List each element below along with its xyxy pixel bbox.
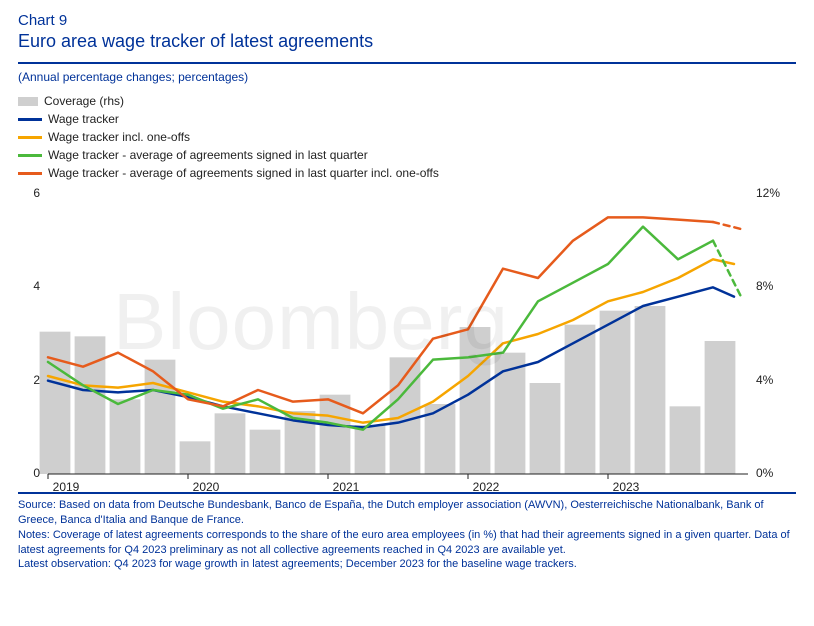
chart-subtitle: (Annual percentage changes; percentages)	[18, 70, 796, 84]
footer-latest: Latest observation: Q4 2023 for wage gro…	[18, 557, 796, 572]
y-right-tick-label: 8%	[756, 279, 773, 293]
footer-notes-text: Notes: Coverage of latest agreements cor…	[18, 528, 796, 558]
legend-item: Wage tracker - average of agreements sig…	[18, 146, 796, 164]
footer-notes: Source: Based on data from Deutsche Bund…	[18, 498, 796, 572]
legend-item: Coverage (rhs)	[18, 92, 796, 110]
y-right-tick-label: 12%	[756, 186, 780, 200]
legend-swatch-line	[18, 136, 42, 139]
footer-source: Source: Based on data from Deutsche Bund…	[18, 498, 796, 528]
x-tick-label: 2019	[53, 480, 80, 494]
y-right-tick-label: 0%	[756, 466, 773, 480]
legend-item: Wage tracker	[18, 110, 796, 128]
legend: Coverage (rhs)Wage trackerWage tracker i…	[18, 92, 796, 182]
legend-label: Wage tracker incl. one-offs	[48, 128, 190, 146]
y-left-tick-label: 6	[33, 186, 40, 200]
x-tick-label: 2022	[473, 480, 500, 494]
legend-item: Wage tracker incl. one-offs	[18, 128, 796, 146]
legend-swatch-line	[18, 154, 42, 157]
chart-area: Bloomberg 02460%4%8%12%20192020202120222…	[18, 186, 796, 486]
x-tick-label: 2020	[193, 480, 220, 494]
chart-header: Chart 9 Euro area wage tracker of latest…	[18, 12, 796, 52]
legend-item: Wage tracker - average of agreements sig…	[18, 164, 796, 182]
chart-label: Chart 9	[18, 12, 796, 29]
y-left-tick-label: 2	[33, 373, 40, 387]
header-rule	[18, 62, 796, 64]
legend-label: Wage tracker - average of agreements sig…	[48, 164, 439, 182]
legend-label: Wage tracker - average of agreements sig…	[48, 146, 368, 164]
chart-svg	[18, 186, 796, 486]
legend-swatch-box	[18, 97, 38, 106]
legend-label: Wage tracker	[48, 110, 119, 128]
y-left-tick-label: 0	[33, 466, 40, 480]
legend-label: Coverage (rhs)	[44, 92, 124, 110]
legend-swatch-line	[18, 118, 42, 121]
y-right-tick-label: 4%	[756, 373, 773, 387]
legend-swatch-line	[18, 172, 42, 175]
footer-rule	[18, 492, 796, 494]
y-left-tick-label: 4	[33, 279, 40, 293]
chart-title: Euro area wage tracker of latest agreeme…	[18, 31, 796, 52]
x-tick-label: 2021	[333, 480, 360, 494]
x-tick-label: 2023	[613, 480, 640, 494]
